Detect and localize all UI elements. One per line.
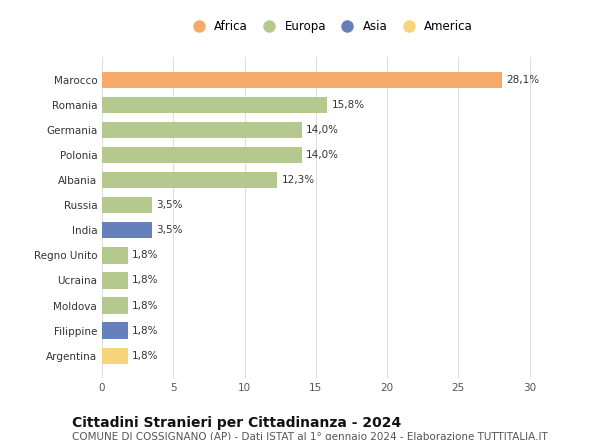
Text: 1,8%: 1,8% xyxy=(132,351,158,361)
Bar xyxy=(102,247,128,264)
Text: 28,1%: 28,1% xyxy=(507,75,540,85)
Text: 3,5%: 3,5% xyxy=(156,200,182,210)
Bar xyxy=(102,97,327,113)
Legend: Africa, Europa, Asia, America: Africa, Europa, Asia, America xyxy=(185,18,475,36)
Text: 1,8%: 1,8% xyxy=(132,326,158,336)
Text: 14,0%: 14,0% xyxy=(306,125,339,135)
Bar xyxy=(102,222,152,238)
Text: 3,5%: 3,5% xyxy=(156,225,182,235)
Bar xyxy=(102,172,277,188)
Text: 14,0%: 14,0% xyxy=(306,150,339,160)
Bar xyxy=(102,348,128,364)
Text: 15,8%: 15,8% xyxy=(331,100,365,110)
Bar xyxy=(102,323,128,339)
Text: 12,3%: 12,3% xyxy=(281,175,314,185)
Text: Cittadini Stranieri per Cittadinanza - 2024: Cittadini Stranieri per Cittadinanza - 2… xyxy=(72,416,401,430)
Text: 1,8%: 1,8% xyxy=(132,250,158,260)
Bar xyxy=(102,272,128,289)
Text: 1,8%: 1,8% xyxy=(132,275,158,286)
Bar xyxy=(102,147,302,163)
Bar xyxy=(102,197,152,213)
Bar xyxy=(102,72,502,88)
Text: COMUNE DI COSSIGNANO (AP) - Dati ISTAT al 1° gennaio 2024 - Elaborazione TUTTITA: COMUNE DI COSSIGNANO (AP) - Dati ISTAT a… xyxy=(72,432,548,440)
Bar xyxy=(102,122,302,138)
Text: 1,8%: 1,8% xyxy=(132,301,158,311)
Bar xyxy=(102,297,128,314)
